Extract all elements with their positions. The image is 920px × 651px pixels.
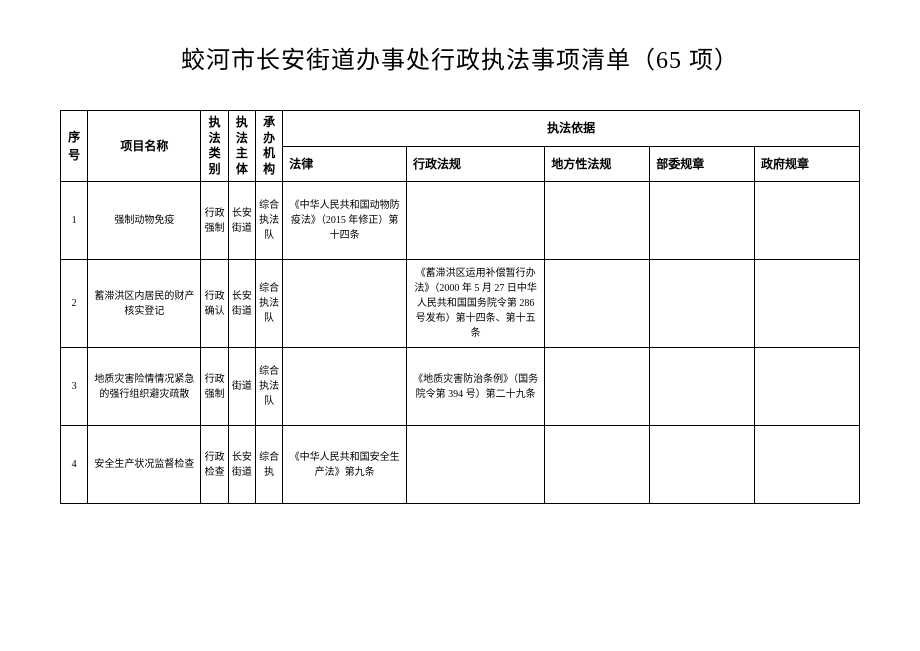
cell-body: 长安街道 xyxy=(228,426,255,504)
cell-gov-reg xyxy=(755,260,860,348)
page-title: 蛟河市长安街道办事处行政执法事项清单（65 项） xyxy=(60,40,860,75)
header-category: 执法类别 xyxy=(201,111,228,182)
header-gov-reg: 政府规章 xyxy=(755,146,860,182)
cell-gov-reg xyxy=(755,348,860,426)
cell-name: 安全生产状况监督检查 xyxy=(88,426,201,504)
cell-ministry-reg xyxy=(650,426,755,504)
cell-local-reg xyxy=(545,182,650,260)
cell-admin-reg: 《蓄滞洪区运用补偿暂行办法》（2000 年 5 月 27 日中华人民共和国国务院… xyxy=(406,260,544,348)
cell-ministry-reg xyxy=(650,260,755,348)
cell-org: 综合执法队 xyxy=(255,260,282,348)
cell-law xyxy=(283,348,407,426)
cell-admin-reg xyxy=(406,426,544,504)
cell-seq: 3 xyxy=(61,348,88,426)
cell-org: 综合执法队 xyxy=(255,348,282,426)
cell-seq: 4 xyxy=(61,426,88,504)
table-row: 1 强制动物免疫 行政强制 长安街道 综合执法队 《中华人民共和国动物防疫法》（… xyxy=(61,182,860,260)
header-admin-reg: 行政法规 xyxy=(406,146,544,182)
header-org: 承办机构 xyxy=(255,111,282,182)
cell-law: 《中华人民共和国安全生产法》第九条 xyxy=(283,426,407,504)
cell-category: 行政强制 xyxy=(201,182,228,260)
cell-local-reg xyxy=(545,426,650,504)
header-ministry-reg: 部委规章 xyxy=(650,146,755,182)
cell-ministry-reg xyxy=(650,182,755,260)
cell-gov-reg xyxy=(755,182,860,260)
table-row: 2 蓄滞洪区内居民的财产核实登记 行政确认 长安街道 综合执法队 《蓄滞洪区运用… xyxy=(61,260,860,348)
cell-gov-reg xyxy=(755,426,860,504)
header-seq: 序号 xyxy=(61,111,88,182)
header-name: 项目名称 xyxy=(88,111,201,182)
cell-category: 行政确认 xyxy=(201,260,228,348)
cell-admin-reg xyxy=(406,182,544,260)
cell-org: 综合执法队 xyxy=(255,182,282,260)
table-body: 1 强制动物免疫 行政强制 长安街道 综合执法队 《中华人民共和国动物防疫法》（… xyxy=(61,182,860,504)
cell-local-reg xyxy=(545,260,650,348)
cell-name: 蓄滞洪区内居民的财产核实登记 xyxy=(88,260,201,348)
cell-org: 综合执 xyxy=(255,426,282,504)
cell-seq: 1 xyxy=(61,182,88,260)
header-law: 法律 xyxy=(283,146,407,182)
cell-ministry-reg xyxy=(650,348,755,426)
cell-body: 街道 xyxy=(228,348,255,426)
cell-name: 地质灾害险情情况紧急的强行组织避灾疏散 xyxy=(88,348,201,426)
header-local-reg: 地方性法规 xyxy=(545,146,650,182)
table-row: 3 地质灾害险情情况紧急的强行组织避灾疏散 行政强制 街道 综合执法队 《地质灾… xyxy=(61,348,860,426)
cell-body: 长安街道 xyxy=(228,182,255,260)
cell-name: 强制动物免疫 xyxy=(88,182,201,260)
cell-category: 行政检查 xyxy=(201,426,228,504)
cell-admin-reg: 《地质灾害防治条例》（国务院令第 394 号）第二十九条 xyxy=(406,348,544,426)
cell-category: 行政强制 xyxy=(201,348,228,426)
table-header-row-1: 序号 项目名称 执法类别 执法主体 承办机构 执法依据 xyxy=(61,111,860,147)
enforcement-table: 序号 项目名称 执法类别 执法主体 承办机构 执法依据 法律 行政法规 地方性法… xyxy=(60,110,860,504)
header-body: 执法主体 xyxy=(228,111,255,182)
header-basis: 执法依据 xyxy=(283,111,860,147)
cell-local-reg xyxy=(545,348,650,426)
cell-body: 长安街道 xyxy=(228,260,255,348)
table-row: 4 安全生产状况监督检查 行政检查 长安街道 综合执 《中华人民共和国安全生产法… xyxy=(61,426,860,504)
cell-seq: 2 xyxy=(61,260,88,348)
cell-law: 《中华人民共和国动物防疫法》（2015 年修正）第十四条 xyxy=(283,182,407,260)
cell-law xyxy=(283,260,407,348)
